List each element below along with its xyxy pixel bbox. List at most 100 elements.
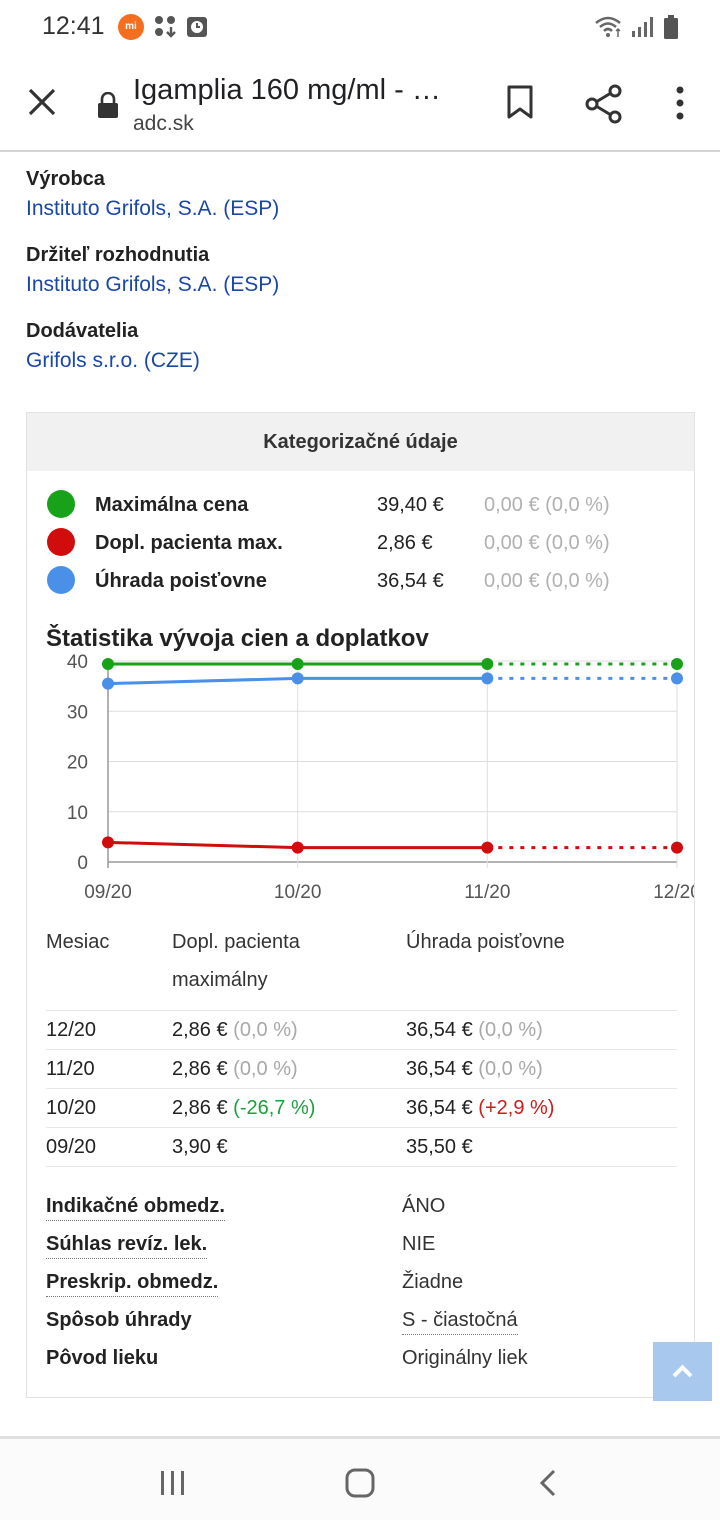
row-insurer: 35,50 €	[406, 1136, 473, 1159]
header-insurer: Úhrada poisťovne	[406, 931, 565, 953]
review-value: NIE	[402, 1233, 436, 1255]
insurer-change: (0,0 %)	[478, 1019, 543, 1041]
legend-insurer: Úhrada poisťovne 36,54 € 0,00 € (0,0 %)	[45, 564, 685, 598]
legend-value: 36,54 €	[377, 570, 444, 592]
y-tick-label: 0	[77, 853, 88, 874]
row-month: 12/20	[46, 1019, 97, 1041]
holder-link[interactable]: Instituto Grifols, S.A. (ESP)	[26, 273, 280, 296]
manufacturer-section: Výrobca Instituto Grifols, S.A. (ESP)	[26, 168, 279, 221]
system-navbar	[0, 1436, 720, 1520]
row-patient: 2,86 € (-26,7 %)	[172, 1097, 315, 1120]
y-tick-label: 40	[67, 653, 88, 673]
table-header: Mesiac Dopl. pacienta maximálny Úhrada p…	[46, 923, 677, 1011]
categorization-panel: Kategorizačné údaje Maximálna cena 39,40…	[26, 412, 695, 1398]
x-tick-label: 11/20	[464, 882, 510, 903]
indication-value: ÁNO	[402, 1195, 446, 1217]
legend-change: 0,00 € (0,0 %)	[484, 494, 610, 516]
row-patient: 3,90 €	[172, 1136, 228, 1159]
data-point	[291, 658, 304, 671]
attributes-list: Indikačné obmedz. ÁNO Súhlas revíz. lek.…	[46, 1191, 676, 1381]
data-point	[481, 841, 494, 854]
page-title[interactable]: Igamplia 160 mg/ml - …	[133, 74, 441, 106]
x-tick-label: 09/20	[84, 882, 132, 903]
manufacturer-link[interactable]: Instituto Grifols, S.A. (ESP)	[26, 197, 280, 220]
bookmark-icon[interactable]	[504, 84, 536, 120]
home-icon[interactable]	[344, 1467, 376, 1499]
prescription-restriction-link[interactable]: Preskrip. obmedz.	[46, 1271, 219, 1297]
row-month: 10/20	[46, 1097, 97, 1119]
row-month: 09/20	[46, 1136, 97, 1158]
scroll-top-button[interactable]	[653, 1342, 712, 1401]
payment-method-label: Spôsob úhrady	[46, 1309, 192, 1331]
data-point	[481, 658, 494, 671]
panel-title: Kategorizačné údaje	[27, 413, 694, 471]
grid-download-icon	[155, 16, 176, 38]
table-row: 09/20 3,90 € 35,50 €	[46, 1128, 677, 1167]
lock-icon	[98, 92, 118, 118]
data-point	[291, 672, 304, 685]
indication-restriction-link[interactable]: Indikačné obmedz.	[46, 1195, 225, 1221]
mi-icon: mi	[118, 14, 144, 40]
row-insurer: 36,54 € (0,0 %)	[406, 1058, 543, 1081]
table-row: 12/20 2,86 € (0,0 %) 36,54 € (0,0 %)	[46, 1011, 677, 1050]
origin-label: Pôvod lieku	[46, 1347, 159, 1369]
y-tick-label: 20	[67, 753, 88, 774]
share-icon[interactable]	[584, 84, 624, 124]
review-approval-link[interactable]: Súhlas revíz. lek.	[46, 1233, 208, 1259]
manufacturer-label: Výrobca	[26, 168, 105, 190]
legend-change: 0,00 € (0,0 %)	[484, 570, 610, 592]
legend-name: Dopl. pacienta max.	[95, 532, 283, 554]
payment-method-link[interactable]: S - čiastočná	[402, 1309, 518, 1335]
legend-change: 0,00 € (0,0 %)	[484, 532, 610, 554]
status-bar: 12:41 mi	[0, 0, 720, 56]
row-patient: 2,86 € (0,0 %)	[172, 1019, 298, 1042]
prescription-value: Žiadne	[402, 1271, 464, 1293]
red-dot-icon	[47, 528, 75, 556]
attr-prescription: Preskrip. obmedz. Žiadne	[46, 1267, 676, 1305]
attr-payment: Spôsob úhrady S - čiastočná	[46, 1305, 676, 1343]
legend-name: Maximálna cena	[95, 494, 249, 516]
insurer-change: (0,0 %)	[478, 1058, 543, 1080]
more-vert-icon[interactable]	[668, 84, 692, 124]
patient-value: 2,86 €	[172, 1058, 228, 1080]
signal-icon	[632, 17, 653, 37]
patient-change: (0,0 %)	[233, 1058, 298, 1080]
origin-value: Originálny liek	[402, 1347, 528, 1369]
insurer-value: 36,54 €	[406, 1019, 473, 1041]
series-line-2	[107, 840, 298, 850]
close-icon[interactable]	[26, 86, 58, 118]
page-domain[interactable]: adc.sk	[133, 112, 194, 135]
attr-indication: Indikačné obmedz. ÁNO	[46, 1191, 676, 1229]
table-row: 10/20 2,86 € (-26,7 %) 36,54 € (+2,9 %)	[46, 1089, 677, 1128]
insurer-change: (+2,9 %)	[478, 1097, 555, 1119]
legend-max-price: Maximálna cena 39,40 € 0,00 € (0,0 %)	[45, 488, 685, 522]
monthly-table: Mesiac Dopl. pacienta maximálny Úhrada p…	[46, 923, 677, 1167]
data-point	[671, 672, 683, 685]
table-row: 11/20 2,86 € (0,0 %) 36,54 € (0,0 %)	[46, 1050, 677, 1089]
insurer-value: 36,54 €	[406, 1058, 473, 1080]
header-patient: Dopl. pacienta maximálny	[172, 931, 300, 991]
data-point	[102, 836, 114, 849]
green-dot-icon	[47, 490, 75, 518]
patient-change: (-26,7 %)	[233, 1097, 316, 1119]
data-point	[291, 841, 304, 854]
clock-icon	[187, 17, 207, 37]
suppliers-section: Dodávatelia Grifols s.r.o. (CZE)	[26, 320, 200, 373]
holder-section: Držiteľ rozhodnutia Instituto Grifols, S…	[26, 244, 279, 297]
x-tick-label: 10/20	[274, 882, 322, 903]
recent-apps-icon[interactable]	[158, 1469, 188, 1497]
data-point	[102, 677, 114, 690]
y-tick-label: 30	[67, 702, 88, 723]
chevron-up-icon	[672, 1364, 693, 1378]
back-icon[interactable]	[536, 1467, 560, 1499]
patient-value: 2,86 €	[172, 1097, 228, 1119]
patient-change: (0,0 %)	[233, 1019, 298, 1041]
holder-label: Držiteľ rozhodnutia	[26, 244, 210, 266]
y-tick-label: 10	[67, 803, 88, 824]
data-point	[671, 658, 683, 671]
row-insurer: 36,54 € (0,0 %)	[406, 1019, 543, 1042]
price-chart: 0 10 20 30 40 09/20 10/20 11/20 12/20	[67, 653, 694, 903]
status-time: 12:41	[42, 12, 105, 40]
browser-toolbar: Igamplia 160 mg/ml - … adc.sk	[0, 56, 720, 152]
suppliers-link[interactable]: Grifols s.r.o. (CZE)	[26, 349, 200, 372]
